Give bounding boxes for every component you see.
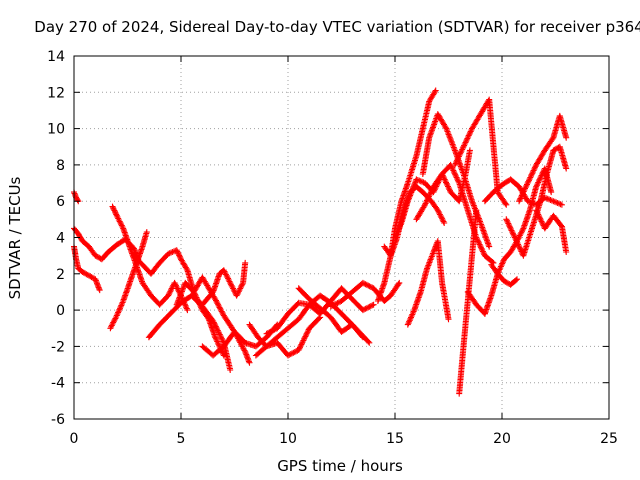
data-point-markers — [107, 229, 150, 332]
y-tick-label: 10 — [47, 122, 65, 138]
y-tick-label: 2 — [56, 267, 65, 283]
series-arc-30 — [533, 207, 570, 255]
data-point-markers — [295, 285, 373, 346]
y-tick-label: -6 — [51, 412, 65, 428]
data-point-markers — [533, 207, 570, 255]
series-arc-2 — [71, 243, 103, 294]
x-tick-label: 25 — [600, 431, 618, 447]
y-tick-label: 8 — [56, 158, 65, 174]
series-arc-28 — [503, 143, 570, 259]
x-tick-label: 0 — [70, 431, 79, 447]
x-tick-label: 20 — [493, 431, 511, 447]
y-tick-label: 0 — [56, 303, 65, 319]
data-point-markers — [246, 314, 324, 359]
data-point-markers — [71, 189, 82, 205]
data-point-markers — [488, 261, 520, 288]
grid — [74, 56, 609, 419]
data-point-markers — [413, 161, 497, 266]
data-point-markers — [464, 288, 488, 317]
data-point-markers — [516, 112, 570, 205]
y-tick-label: 6 — [56, 194, 65, 210]
series-arc-29 — [516, 112, 570, 205]
series-arc-21 — [413, 161, 497, 266]
x-tick-label: 5 — [177, 431, 186, 447]
y-axis-label: SDTVAR / TECUs — [6, 176, 24, 299]
data-point-markers — [503, 143, 570, 259]
y-tick-label: 14 — [47, 49, 65, 65]
series-arc-5 — [107, 229, 150, 332]
series-arc-3 — [71, 189, 82, 205]
chart-title: Day 270 of 2024, Sidereal Day-to-day VTE… — [34, 18, 640, 36]
x-tick-label: 10 — [279, 431, 297, 447]
series-arc-11 — [246, 314, 324, 359]
series-arc-14 — [295, 285, 373, 346]
y-tick-label: 4 — [56, 231, 65, 247]
x-tick-label: 15 — [386, 431, 404, 447]
data-point-markers — [71, 243, 103, 294]
series-arc-24 — [464, 288, 488, 317]
x-axis-ticks: 0 5 10 15 20 25 — [70, 56, 618, 447]
series-arc-9 — [188, 259, 249, 308]
x-axis-label: GPS time / hours — [277, 457, 403, 475]
y-tick-label: -2 — [51, 339, 65, 355]
series-arc-26 — [488, 261, 520, 288]
y-tick-label: 12 — [47, 85, 65, 101]
series-arc-20 — [404, 238, 452, 328]
data-point-markers — [188, 259, 249, 308]
y-tick-label: -4 — [51, 376, 65, 392]
y-axis-ticks: -6 -4 -2 0 2 4 6 8 10 12 14 — [47, 49, 609, 428]
data-marks — [71, 87, 570, 397]
data-point-markers — [404, 238, 452, 328]
